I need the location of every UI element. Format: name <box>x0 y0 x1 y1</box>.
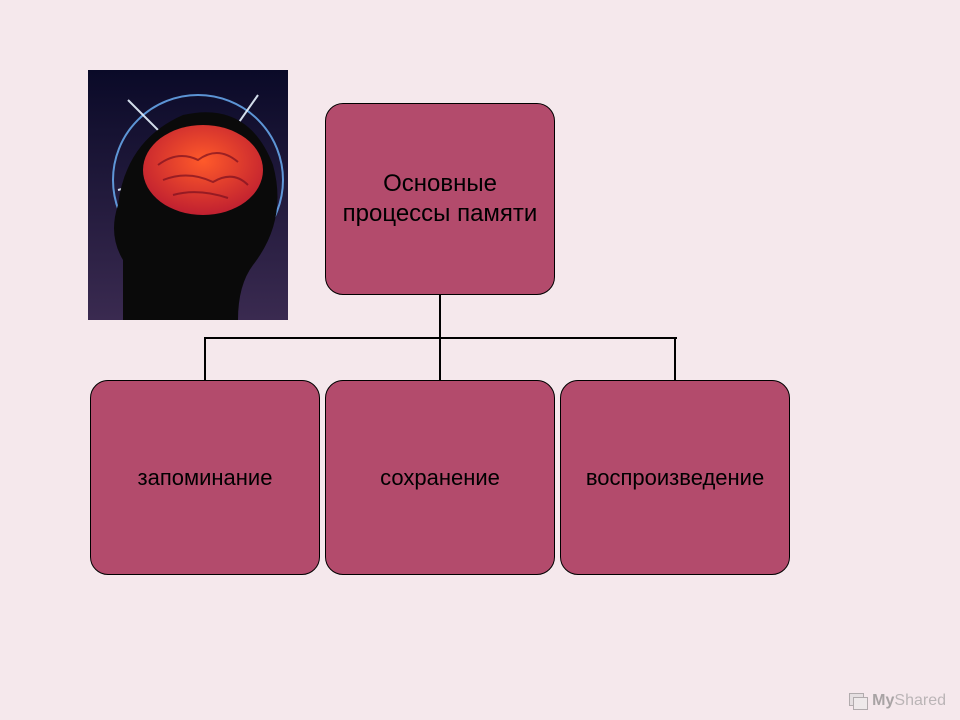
connector-stem <box>439 295 441 337</box>
connector-drop-2 <box>674 337 676 380</box>
child-box-2: воспроизведение <box>560 380 790 575</box>
root-label: Основные процессы памяти <box>334 169 546 229</box>
watermark-text: MyShared <box>872 692 946 710</box>
child-box-0: запоминание <box>90 380 320 575</box>
slide: Основные процессы памяти запоминание сох… <box>0 0 960 720</box>
root-box: Основные процессы памяти <box>325 103 555 295</box>
child-box-1: сохранение <box>325 380 555 575</box>
watermark: MyShared <box>849 692 946 710</box>
brain-image <box>88 70 288 320</box>
slides-icon <box>849 693 867 709</box>
connector-drop-1 <box>439 337 441 380</box>
connector-hbar <box>205 337 677 339</box>
connector-drop-0 <box>204 337 206 380</box>
brain-svg <box>88 70 288 320</box>
child-label-2: воспроизведение <box>586 464 764 492</box>
child-label-0: запоминание <box>138 464 273 492</box>
child-label-1: сохранение <box>380 464 500 492</box>
